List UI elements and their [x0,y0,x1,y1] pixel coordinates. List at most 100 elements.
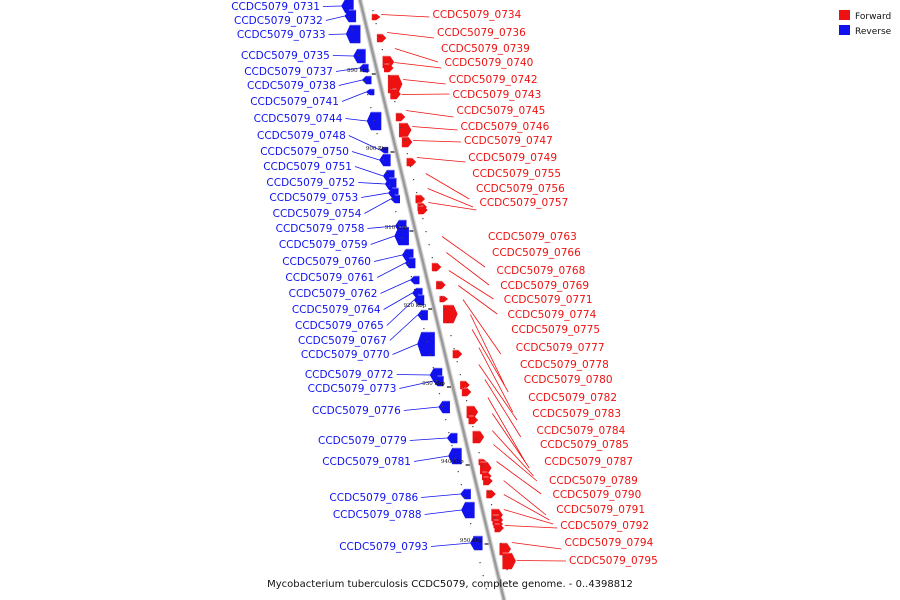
track-dot [447,322,449,324]
gene-block-ccdc5079_0755 [415,194,426,204]
leader-line [364,198,391,214]
gene-label-ccdc5079_0768[interactable]: CCDC5079_0768 [497,265,586,277]
track-dot [422,218,424,220]
gene-label-ccdc5079_0784[interactable]: CCDC5079_0784 [537,425,626,437]
gene-label-ccdc5079_0751[interactable]: CCDC5079_0751 [263,161,352,173]
track-dot [379,146,381,148]
gene-label-ccdc5079_0743[interactable]: CCDC5079_0743 [453,89,542,101]
gene-label-ccdc5079_0757[interactable]: CCDC5079_0757 [480,197,569,209]
leader-line [341,91,367,102]
gene-label-ccdc5079_0742[interactable]: CCDC5079_0742 [449,74,538,86]
gene-label-ccdc5079_0793[interactable]: CCDC5079_0793 [339,541,428,553]
gene-label-ccdc5079_0761[interactable]: CCDC5079_0761 [285,272,374,284]
gene-label-ccdc5079_0736[interactable]: CCDC5079_0736 [437,27,526,39]
gene-label-ccdc5079_0794[interactable]: CCDC5079_0794 [565,537,654,549]
gene-label-ccdc5079_0762[interactable]: CCDC5079_0762 [289,288,378,300]
leader-line [403,406,439,411]
leader-line [428,202,477,211]
gene-label-ccdc5079_0737[interactable]: CCDC5079_0737 [244,66,333,78]
track-dot [456,361,458,363]
gene-block-ccdc5079_0747 [401,136,413,148]
gene-label-ccdc5079_0775[interactable]: CCDC5079_0775 [511,324,600,336]
gene-block-ccdc5079_0733 [345,24,361,44]
gene-label-ccdc5079_0758[interactable]: CCDC5079_0758 [276,223,365,235]
track-dot [466,400,468,402]
leader-line [345,118,368,122]
gene-label-ccdc5079_0782[interactable]: CCDC5079_0782 [528,392,617,404]
gene-label-ccdc5079_0745[interactable]: CCDC5079_0745 [457,105,546,117]
gene-label-ccdc5079_0774[interactable]: CCDC5079_0774 [508,309,597,321]
gene-label-ccdc5079_0780[interactable]: CCDC5079_0780 [524,374,613,386]
gene-label-ccdc5079_0787[interactable]: CCDC5079_0787 [544,456,633,468]
gene-label-ccdc5079_0731[interactable]: CCDC5079_0731 [231,1,320,13]
gene-label-ccdc5079_0790[interactable]: CCDC5079_0790 [553,489,642,501]
gene-label-ccdc5079_0767[interactable]: CCDC5079_0767 [298,335,387,347]
track-dot [509,582,511,584]
gene-label-ccdc5079_0783[interactable]: CCDC5079_0783 [532,408,621,420]
gene-label-ccdc5079_0740[interactable]: CCDC5079_0740 [445,57,534,69]
gene-label-ccdc5079_0785[interactable]: CCDC5079_0785 [540,439,629,451]
gene-label-ccdc5079_0776[interactable]: CCDC5079_0776 [312,405,401,417]
leader-line [446,252,490,286]
gene-label-ccdc5079_0749[interactable]: CCDC5079_0749 [468,152,557,164]
gene-label-ccdc5079_0792[interactable]: CCDC5079_0792 [560,520,649,532]
gene-label-ccdc5079_0769[interactable]: CCDC5079_0769 [500,280,589,292]
track-dot [485,588,487,590]
leader-line [403,79,446,85]
gene-label-ccdc5079_0734[interactable]: CCDC5079_0734 [433,9,522,21]
gene-label-ccdc5079_0777[interactable]: CCDC5079_0777 [516,342,605,354]
gene-label-ccdc5079_0741[interactable]: CCDC5079_0741 [250,96,339,108]
gene-label-ccdc5079_0766[interactable]: CCDC5079_0766 [492,247,581,259]
gene-block-ccdc5079_0795 [502,552,516,570]
gene-label-ccdc5079_0781[interactable]: CCDC5079_0781 [322,456,411,468]
gene-label-ccdc5079_0772[interactable]: CCDC5079_0772 [305,369,394,381]
gene-label-ccdc5079_0788[interactable]: CCDC5079_0788 [333,509,422,521]
gene-label-ccdc5079_0778[interactable]: CCDC5079_0778 [520,359,609,371]
track-dot [462,387,465,389]
leader-line [394,62,442,69]
gene-label-ccdc5079_0773[interactable]: CCDC5079_0773 [308,383,397,395]
gene-label-ccdc5079_0735[interactable]: CCDC5079_0735 [241,50,330,62]
gene-label-ccdc5079_0770[interactable]: CCDC5079_0770 [301,349,390,361]
track-dot [497,530,499,532]
gene-label-ccdc5079_0753[interactable]: CCDC5079_0753 [269,192,358,204]
leader-line [412,126,458,131]
gene-label-ccdc5079_0747[interactable]: CCDC5079_0747 [464,135,553,147]
leader-line [322,5,342,7]
gene-label-ccdc5079_0752[interactable]: CCDC5079_0752 [266,177,355,189]
gene-label-ccdc5079_0748[interactable]: CCDC5079_0748 [257,130,346,142]
gene-label-ccdc5079_0789[interactable]: CCDC5079_0789 [549,475,638,487]
track-dot [460,484,462,486]
leader-line [354,166,384,177]
gene-label-ccdc5079_0744[interactable]: CCDC5079_0744 [254,113,343,125]
track-dot [466,510,469,512]
gene-label-ccdc5079_0764[interactable]: CCDC5079_0764 [292,304,381,316]
gene-label-ccdc5079_0779[interactable]: CCDC5079_0779 [318,435,407,447]
gene-label-ccdc5079_0750[interactable]: CCDC5079_0750 [260,146,349,158]
gene-label-ccdc5079_0733[interactable]: CCDC5079_0733 [237,29,326,41]
gene-label-ccdc5079_0795[interactable]: CCDC5079_0795 [569,555,658,567]
gene-label-ccdc5079_0786[interactable]: CCDC5079_0786 [329,492,418,504]
gene-label-ccdc5079_0763[interactable]: CCDC5079_0763 [488,231,577,243]
gene-label-ccdc5079_0738[interactable]: CCDC5079_0738 [247,80,336,92]
track-dot [431,257,433,259]
gene-label-ccdc5079_0755[interactable]: CCDC5079_0755 [472,168,561,180]
gene-label-ccdc5079_0756[interactable]: CCDC5079_0756 [476,183,565,195]
gene-label-ccdc5079_0771[interactable]: CCDC5079_0771 [504,294,593,306]
gene-label-ccdc5079_0791[interactable]: CCDC5079_0791 [556,504,645,516]
track-dot [370,107,372,109]
gene-label-ccdc5079_0732[interactable]: CCDC5079_0732 [234,15,323,27]
gene-label-ccdc5079_0739[interactable]: CCDC5079_0739 [441,43,530,55]
leader-line [448,270,494,300]
gene-label-ccdc5079_0765[interactable]: CCDC5079_0765 [295,320,384,332]
track-dot [451,445,453,447]
track-dot [384,62,387,64]
leader-line [381,14,430,18]
gene-label-ccdc5079_0759[interactable]: CCDC5079_0759 [279,239,368,251]
gene-label-ccdc5079_0746[interactable]: CCDC5079_0746 [461,121,550,133]
leader-line [503,494,550,521]
gene-label-ccdc5079_0760[interactable]: CCDC5079_0760 [282,256,371,268]
gene-block-ccdc5079_0769 [443,304,458,324]
leader-line [441,236,486,268]
gene-label-ccdc5079_0754[interactable]: CCDC5079_0754 [273,208,362,220]
